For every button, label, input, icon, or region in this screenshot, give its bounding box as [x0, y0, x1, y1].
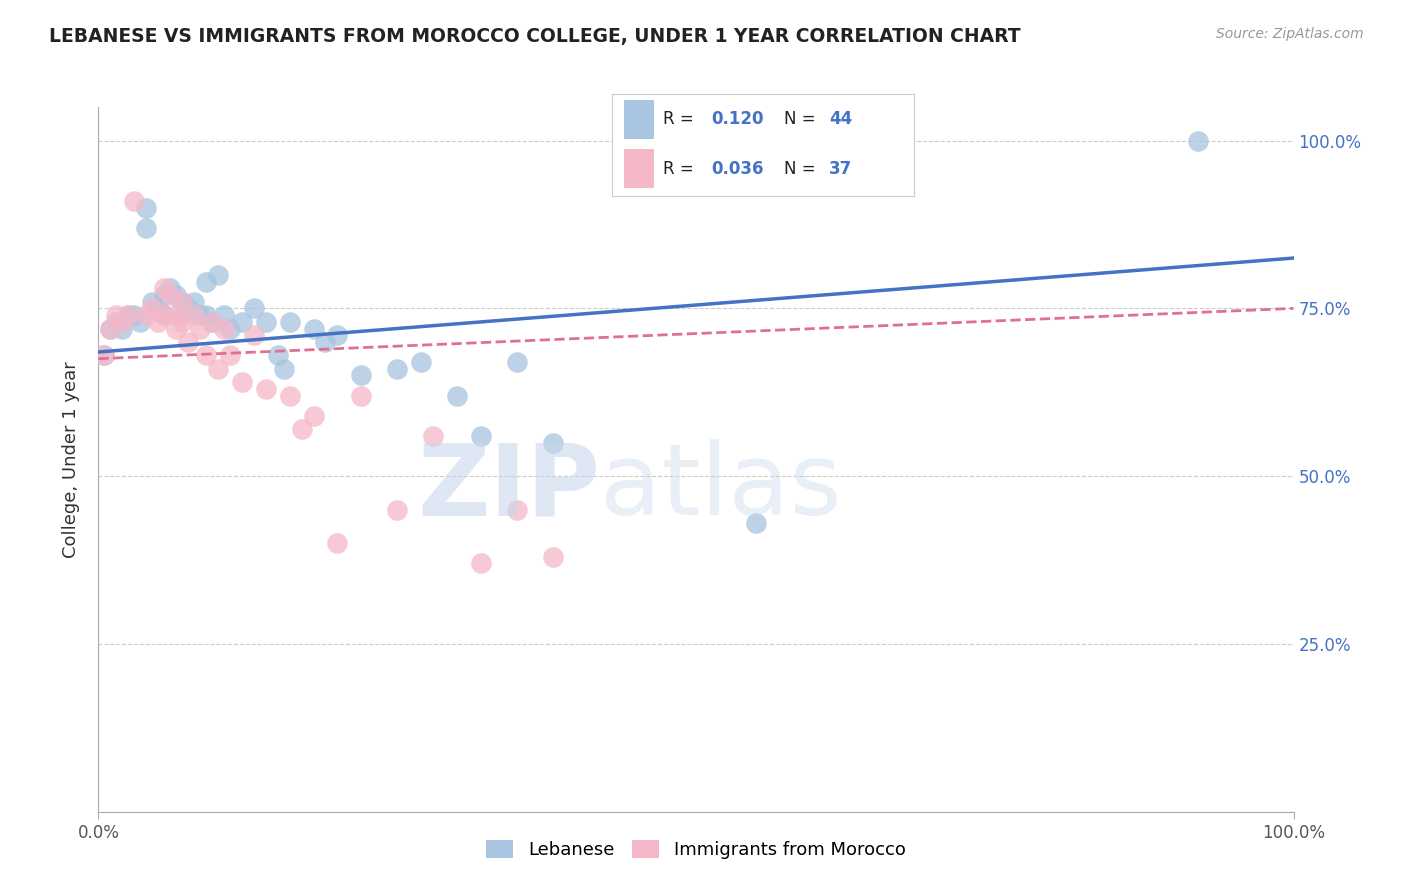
Point [111, 321, 134, 335]
Point [278, 315, 301, 329]
Point [172, 315, 194, 329]
Point [385, 361, 409, 376]
Point [93, 348, 115, 362]
Point [141, 301, 163, 316]
Text: LEBANESE VS IMMIGRANTS FROM MOROCCO COLLEGE, UNDER 1 YEAR CORRELATION CHART: LEBANESE VS IMMIGRANTS FROM MOROCCO COLL… [49, 27, 1021, 45]
Point [165, 308, 187, 322]
Point [207, 268, 229, 282]
Point [117, 308, 139, 322]
Point [165, 288, 187, 302]
Point [541, 549, 564, 564]
Bar [624, 100, 654, 139]
Point [212, 308, 235, 322]
Point [254, 315, 277, 329]
Point [243, 301, 266, 316]
Point [195, 275, 218, 289]
Point [153, 281, 176, 295]
Point [470, 429, 492, 443]
Point [98, 321, 122, 335]
Text: 37: 37 [830, 160, 852, 178]
Point [153, 308, 176, 322]
Point [291, 422, 314, 436]
Point [135, 201, 157, 215]
Text: atlas: atlas [600, 439, 842, 536]
Point [243, 328, 266, 343]
Point [1187, 134, 1209, 148]
Point [219, 321, 242, 335]
Point [422, 429, 444, 443]
Point [148, 315, 170, 329]
Text: Source: ZipAtlas.com: Source: ZipAtlas.com [1216, 27, 1364, 41]
Point [302, 409, 325, 423]
Point [148, 301, 170, 316]
Text: 0.120: 0.120 [711, 111, 763, 128]
Point [153, 288, 176, 302]
Point [183, 294, 205, 309]
Point [105, 308, 128, 322]
Point [165, 321, 187, 335]
Text: ZIP: ZIP [418, 439, 600, 536]
Point [195, 308, 218, 322]
Text: R =: R = [664, 160, 699, 178]
Point [111, 315, 134, 329]
Point [177, 334, 200, 349]
Legend: Lebanese, Immigrants from Morocco: Lebanese, Immigrants from Morocco [479, 832, 912, 866]
Point [135, 220, 157, 235]
Point [326, 328, 349, 343]
Point [135, 308, 157, 322]
Point [385, 502, 409, 516]
Point [172, 294, 194, 309]
Point [267, 348, 290, 362]
Y-axis label: College, Under 1 year: College, Under 1 year [62, 361, 80, 558]
Point [141, 294, 163, 309]
Point [470, 557, 492, 571]
Point [201, 315, 224, 329]
Point [98, 321, 122, 335]
Point [506, 502, 529, 516]
Point [124, 194, 146, 208]
Point [172, 308, 194, 322]
Point [201, 315, 224, 329]
Text: 0.036: 0.036 [711, 160, 763, 178]
Point [172, 294, 194, 309]
Text: R =: R = [664, 111, 699, 128]
Point [278, 389, 301, 403]
Point [188, 308, 211, 322]
Point [350, 368, 373, 383]
Point [93, 348, 115, 362]
Point [273, 361, 295, 376]
Point [745, 516, 768, 530]
Point [302, 321, 325, 335]
Point [212, 321, 235, 335]
Text: N =: N = [785, 111, 821, 128]
Point [117, 308, 139, 322]
Point [446, 389, 468, 403]
Point [177, 301, 200, 316]
Point [231, 315, 253, 329]
Point [231, 375, 253, 389]
Point [183, 308, 205, 322]
Bar [624, 149, 654, 188]
Point [159, 288, 181, 302]
Point [195, 348, 218, 362]
Point [315, 334, 337, 349]
Point [188, 321, 211, 335]
Text: 44: 44 [830, 111, 852, 128]
Point [350, 389, 373, 403]
Point [207, 361, 229, 376]
Text: N =: N = [785, 160, 821, 178]
Point [326, 536, 349, 550]
Point [219, 348, 242, 362]
Point [159, 281, 181, 295]
Point [506, 355, 529, 369]
Point [541, 435, 564, 450]
Point [124, 308, 146, 322]
Point [153, 308, 176, 322]
Point [105, 315, 128, 329]
Point [411, 355, 433, 369]
Point [254, 382, 277, 396]
Point [129, 315, 152, 329]
